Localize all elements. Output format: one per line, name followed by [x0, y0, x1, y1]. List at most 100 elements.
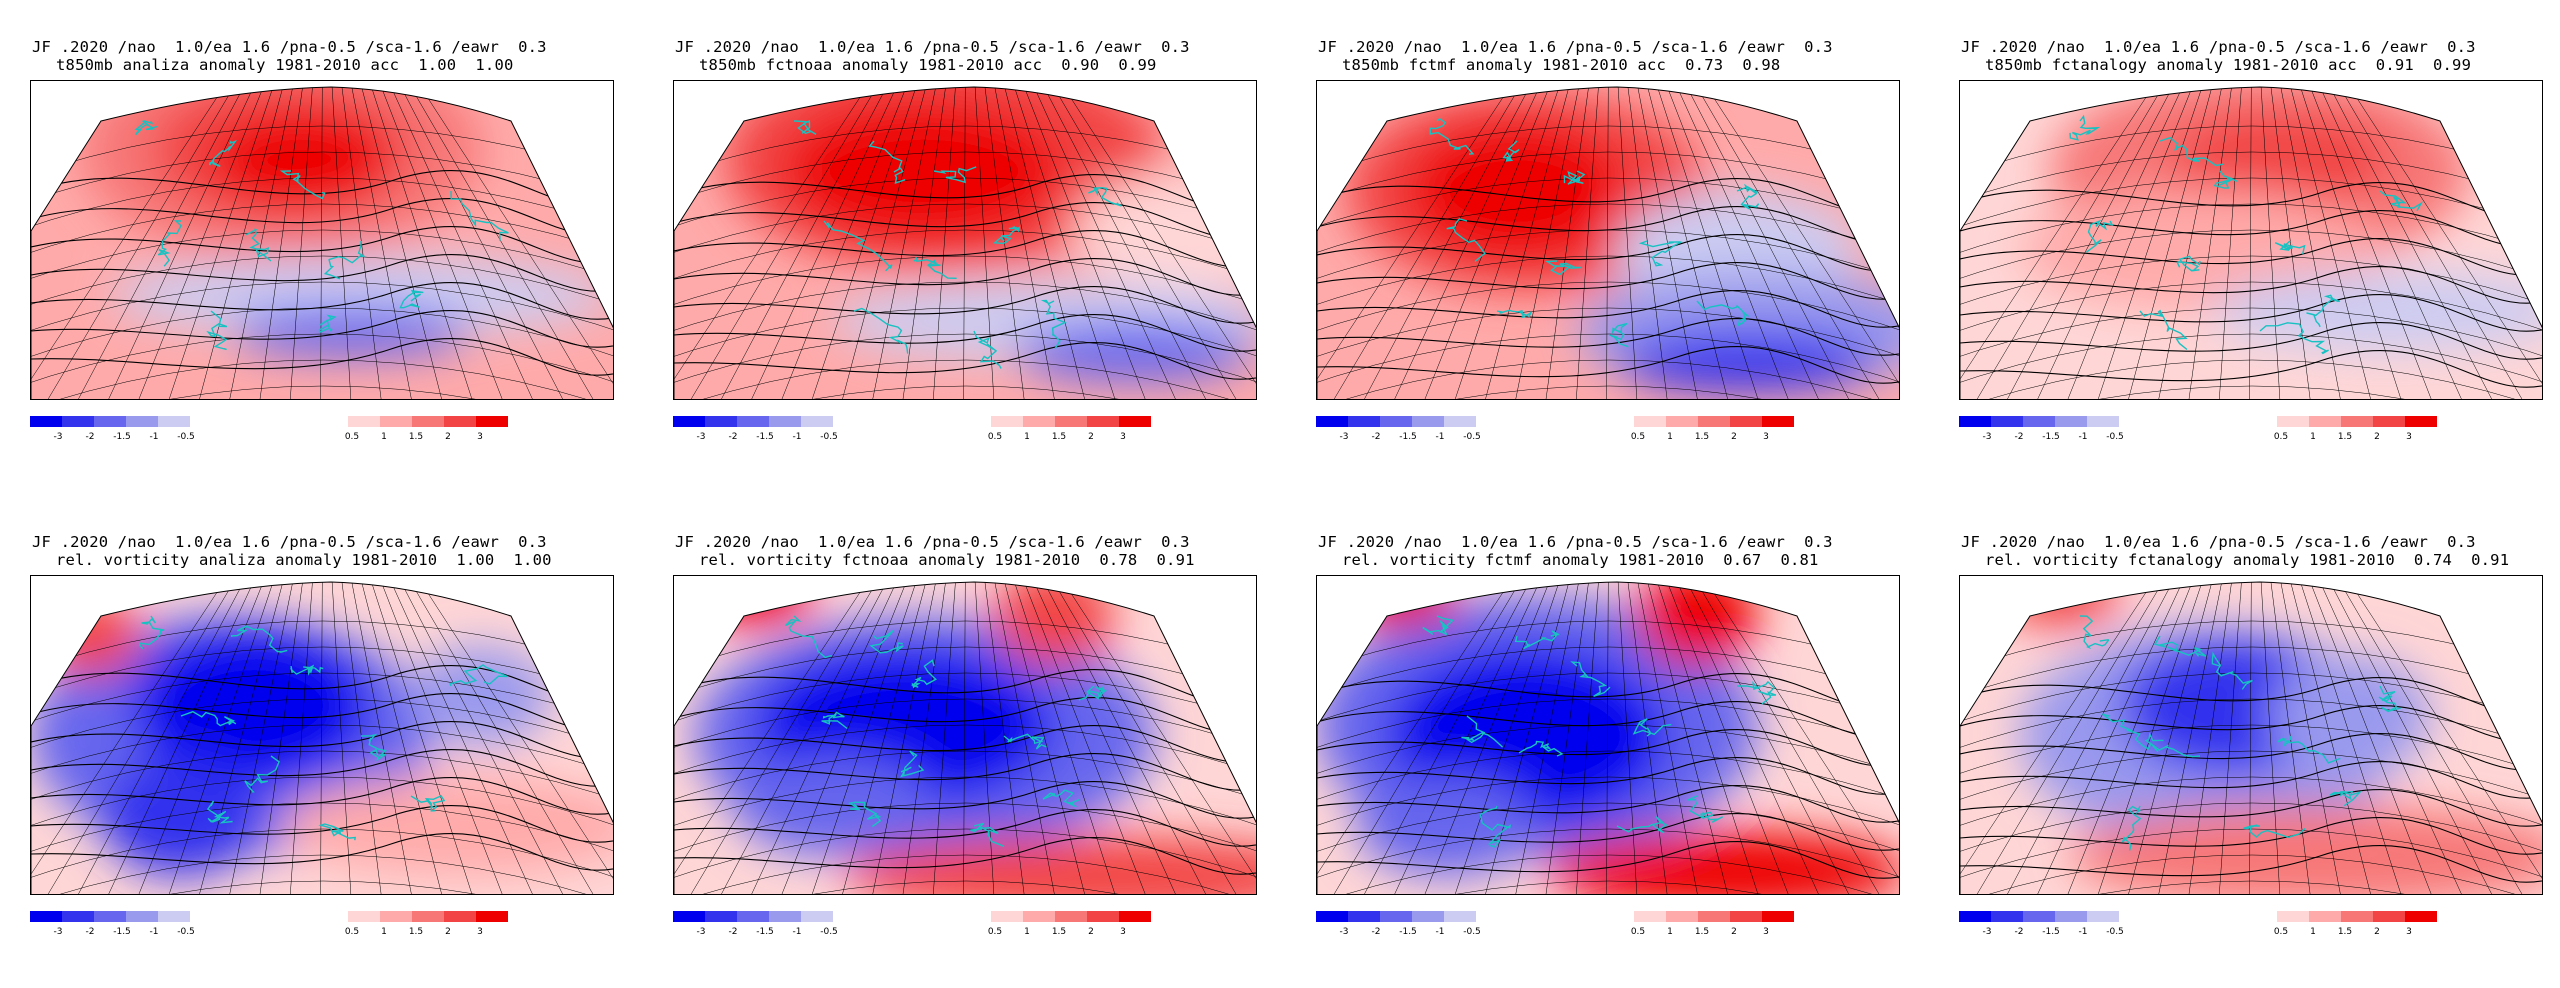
colorbar-neg-label: -3	[54, 432, 63, 442]
colorbar-pos-swatch	[1730, 416, 1762, 427]
colorbar-neg-swatch	[2087, 416, 2119, 427]
panel-title-line1: JF .2020 /nao 1.0/ea 1.6 /pna-0.5 /sca-1…	[32, 533, 547, 551]
colorbar-neg-label: -3	[697, 432, 706, 442]
projection-outline	[1960, 86, 2542, 399]
colorbar-pos-swatch	[380, 416, 412, 427]
map-frame	[1959, 575, 2543, 895]
panel-title-line2: rel. vorticity fctmf anomaly 1981-2010 0…	[1342, 551, 1819, 569]
colorbar: -3 -2 -1.5 -1 -0.5 0.5 1 1.5 2 3	[1316, 911, 1900, 937]
colorbar-pos-label: 1.5	[1052, 432, 1066, 442]
colorbar-neg-label: -1.5	[1399, 927, 1417, 937]
colorbar-pos-label: 1	[1667, 432, 1673, 442]
panel-title-line1: JF .2020 /nao 1.0/ea 1.6 /pna-0.5 /sca-1…	[1961, 533, 2476, 551]
colorbar-pos-label: 3	[2406, 432, 2412, 442]
colorbar-neg-label: -1.5	[756, 927, 774, 937]
panel-title-line1: JF .2020 /nao 1.0/ea 1.6 /pna-0.5 /sca-1…	[1318, 533, 1833, 551]
colorbar-neg-swatch	[94, 911, 126, 922]
colorbar-pos-swatch	[1634, 911, 1666, 922]
colorbar-pos-label: 1	[381, 927, 387, 937]
colorbar-neg-swatch	[1444, 911, 1476, 922]
colorbar-neg-label: -0.5	[820, 927, 838, 937]
colorbar-neg-swatch	[1316, 416, 1348, 427]
colorbar-pos-swatch	[476, 911, 508, 922]
colorbar-pos-label: 2	[1088, 432, 1094, 442]
colorbar-neg-label: -2	[2015, 927, 2024, 937]
anomaly-field	[31, 87, 613, 399]
colorbar-neg-label: -2	[2015, 432, 2024, 442]
colorbar-pos-swatch	[991, 911, 1023, 922]
colorbar-neg-swatch	[1380, 911, 1412, 922]
colorbar-pos-label: 1	[2310, 432, 2316, 442]
colorbar: -3 -2 -1.5 -1 -0.5 0.5 1 1.5 2 3	[30, 416, 614, 442]
map-frame	[673, 575, 1257, 895]
map-frame	[1959, 80, 2543, 400]
colorbar-pos-swatch	[476, 416, 508, 427]
colorbar-pos-label: 3	[1763, 432, 1769, 442]
coastlines	[134, 120, 509, 351]
colorbar-neg-label: -3	[1983, 927, 1992, 937]
projection-outline	[1317, 581, 1899, 894]
projection-outline	[1960, 581, 2542, 894]
colorbar: -3 -2 -1.5 -1 -0.5 0.5 1 1.5 2 3	[1959, 911, 2543, 937]
colorbar-neg-swatch	[94, 416, 126, 427]
graticule	[31, 582, 613, 894]
anomaly-map	[674, 581, 1256, 894]
colorbar-pos-swatch	[1023, 911, 1055, 922]
panel-title-line2: t850mb fctanalogy anomaly 1981-2010 acc …	[1985, 56, 2472, 74]
colorbar-pos-swatch	[1698, 416, 1730, 427]
colorbar-neg-swatch	[158, 911, 190, 922]
colorbar: -3 -2 -1.5 -1 -0.5 0.5 1 1.5 2 3	[30, 911, 614, 937]
map-frame	[673, 80, 1257, 400]
colorbar-pos-swatch	[2277, 911, 2309, 922]
colorbar-pos-swatch	[2373, 416, 2405, 427]
panel-title-line2: t850mb fctnoaa anomaly 1981-2010 acc 0.9…	[699, 56, 1157, 74]
colorbar: -3 -2 -1.5 -1 -0.5 0.5 1 1.5 2 3	[673, 416, 1257, 442]
colorbar-neg-label: -3	[1340, 432, 1349, 442]
colorbar-pos-swatch	[2309, 416, 2341, 427]
anomaly-map	[1960, 581, 2542, 894]
colorbar-neg-swatch	[126, 416, 158, 427]
map-panel: JF .2020 /nao 1.0/ea 1.6 /pna-0.5 /sca-1…	[1306, 533, 1906, 973]
colorbar-pos-swatch	[1666, 416, 1698, 427]
colorbar: -3 -2 -1.5 -1 -0.5 0.5 1 1.5 2 3	[1316, 416, 1900, 442]
colorbar-pos-label: 0.5	[2274, 927, 2288, 937]
colorbar-neg-label: -3	[697, 927, 706, 937]
colorbar-neg-label: -1	[2079, 432, 2088, 442]
colorbar-neg-label: -3	[1340, 927, 1349, 937]
colorbar-pos-label: 0.5	[2274, 432, 2288, 442]
projection-outline	[31, 86, 613, 399]
graticule	[1960, 87, 2542, 399]
colorbar-pos-label: 1.5	[2338, 927, 2352, 937]
panel-title-line2: t850mb analiza anomaly 1981-2010 acc 1.0…	[56, 56, 514, 74]
contour-lines	[674, 669, 1256, 875]
coastlines	[794, 119, 1122, 369]
panel-title-line1: JF .2020 /nao 1.0/ea 1.6 /pna-0.5 /sca-1…	[675, 533, 1190, 551]
colorbar-pos-swatch	[412, 416, 444, 427]
colorbar-pos-label: 1.5	[2338, 432, 2352, 442]
colorbar-pos-label: 1.5	[409, 927, 423, 937]
colorbar-pos-swatch	[1055, 911, 1087, 922]
colorbar-neg-swatch	[158, 416, 190, 427]
contour-lines	[1317, 673, 1899, 879]
panel-title-line2: rel. vorticity analiza anomaly 1981-2010…	[56, 551, 552, 569]
coastlines	[1422, 615, 1777, 848]
colorbar-neg-label: -3	[54, 927, 63, 937]
colorbar-pos-label: 3	[2406, 927, 2412, 937]
anomaly-map	[1317, 581, 1899, 894]
colorbar-pos-swatch	[2277, 416, 2309, 427]
colorbar-pos-swatch	[2309, 911, 2341, 922]
colorbar-neg-swatch	[1380, 416, 1412, 427]
colorbar-neg-label: -0.5	[177, 927, 195, 937]
colorbar-pos-swatch	[1023, 416, 1055, 427]
colorbar-pos-swatch	[380, 911, 412, 922]
colorbar-pos-label: 2	[1088, 927, 1094, 937]
colorbar-neg-swatch	[737, 416, 769, 427]
colorbar-neg-label: -1	[1436, 432, 1445, 442]
colorbar-pos-label: 1	[1024, 927, 1030, 937]
colorbar-pos-label: 1.5	[1052, 927, 1066, 937]
colorbar-pos-label: 0.5	[1631, 432, 1645, 442]
colorbar-neg-label: -0.5	[2106, 927, 2124, 937]
map-panel: JF .2020 /nao 1.0/ea 1.6 /pna-0.5 /sca-1…	[1949, 38, 2549, 478]
colorbar-neg-swatch	[1316, 911, 1348, 922]
anomaly-field	[1317, 582, 1899, 894]
